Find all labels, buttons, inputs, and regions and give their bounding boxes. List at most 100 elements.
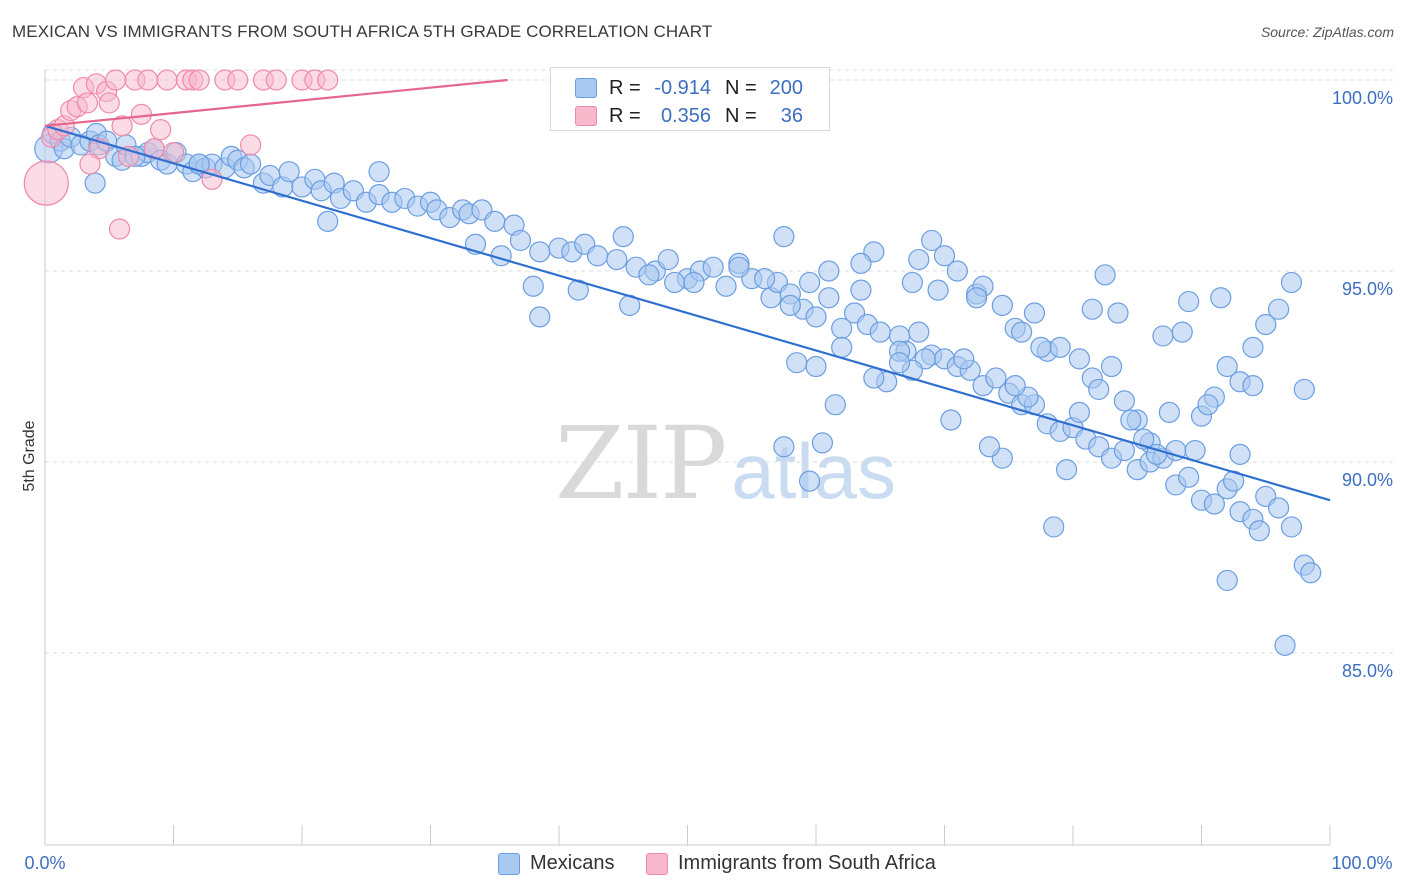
data-point (317, 69, 339, 91)
data-point (1280, 271, 1303, 294)
data-point (811, 432, 834, 454)
data-point (908, 321, 930, 343)
data-point (1248, 520, 1270, 542)
data-point (818, 287, 840, 309)
data-point (805, 306, 827, 328)
x-tick-label: 0.0% (24, 853, 65, 873)
watermark-zip: ZIP (555, 405, 727, 522)
data-point (1004, 375, 1026, 397)
watermark: ZIPatlas (555, 405, 896, 522)
data-point (612, 226, 634, 248)
data-point (824, 394, 846, 416)
y-tick-label: 85.0% (1342, 661, 1393, 681)
data-point (1030, 336, 1052, 358)
data-point (227, 69, 249, 91)
legend-label-south-africa: Immigrants from South Africa (678, 852, 936, 874)
data-point (1216, 355, 1238, 378)
data-point (1300, 562, 1322, 584)
data-point (966, 287, 988, 309)
legend-row-south-africa: R = 0.356 N = 36 (551, 102, 829, 130)
data-point (162, 141, 185, 164)
data-point (137, 69, 159, 91)
legend-swatch-pink (646, 853, 668, 875)
data-point (1081, 298, 1103, 320)
data-point (1043, 516, 1065, 538)
trend-line-south-africa (44, 78, 508, 127)
data-point (753, 268, 776, 290)
data-point (773, 436, 795, 458)
data-point (1242, 375, 1264, 397)
data-point (798, 470, 821, 492)
data-point (1280, 516, 1303, 538)
data-point (850, 279, 872, 301)
source-label: Source: ZipAtlas.com (1260, 24, 1394, 40)
data-point (1049, 336, 1071, 358)
data-point (1152, 325, 1174, 347)
data-point (98, 92, 120, 114)
legend-r-label: R = (609, 77, 641, 99)
data-point (927, 279, 949, 301)
data-point (921, 229, 943, 252)
data-point (265, 69, 287, 91)
data-point (779, 294, 801, 316)
legend-n-value: 200 (769, 77, 803, 99)
data-point (664, 271, 686, 294)
data-point (1088, 378, 1110, 401)
data-point (1113, 390, 1136, 412)
data-point (908, 248, 930, 271)
legend-r-label: R = (609, 105, 641, 127)
data-point (317, 210, 339, 232)
data-point (946, 260, 968, 282)
data-point (105, 69, 127, 91)
legend-swatch-blue (575, 78, 597, 98)
data-point (84, 172, 106, 194)
data-point (188, 69, 210, 91)
legend-swatch-blue (498, 853, 520, 875)
data-point (1255, 313, 1277, 336)
data-point (901, 271, 923, 294)
x-tick-label: 100.0% (1331, 853, 1392, 873)
data-point (1023, 302, 1046, 324)
legend-n-label: N = (725, 77, 757, 99)
legend-row-mexicans: R = -0.914 N = 200 (551, 74, 829, 102)
data-point (818, 260, 840, 282)
data-point (773, 226, 795, 248)
data-point (529, 241, 551, 263)
data-point (130, 103, 152, 125)
data-point (1216, 569, 1238, 592)
data-point (240, 134, 262, 156)
data-point (522, 275, 544, 297)
data-point (657, 248, 679, 271)
data-point (1210, 287, 1232, 309)
series-mexicans (34, 122, 1322, 656)
data-point (940, 409, 962, 431)
data-point (586, 245, 609, 267)
data-point (156, 69, 178, 91)
data-point (953, 348, 975, 370)
data-point (1113, 439, 1136, 462)
correlation-legend: R = -0.914 N = 200 R = 0.356 N = 36 (550, 67, 830, 131)
data-point (702, 256, 724, 278)
data-point (1293, 378, 1315, 401)
y-axis-label: 5th Grade (21, 420, 38, 491)
data-point (933, 245, 956, 267)
trend-line-mexicans (44, 124, 1331, 502)
data-point (368, 161, 390, 183)
data-point (863, 367, 885, 389)
y-tick-label: 95.0% (1342, 279, 1393, 299)
legend-n-value: 36 (780, 105, 803, 127)
data-point (991, 294, 1013, 316)
data-point (1094, 264, 1116, 286)
data-point (76, 92, 99, 114)
data-point (278, 161, 300, 183)
data-point (683, 271, 705, 294)
data-point (1068, 401, 1091, 423)
data-point (1100, 355, 1123, 378)
data-point (798, 271, 821, 294)
data-point (529, 306, 551, 328)
data-point (1107, 302, 1129, 324)
data-point (888, 352, 911, 374)
data-point (1184, 439, 1206, 462)
y-tick-label: 90.0% (1342, 470, 1393, 490)
data-point (1267, 298, 1290, 320)
